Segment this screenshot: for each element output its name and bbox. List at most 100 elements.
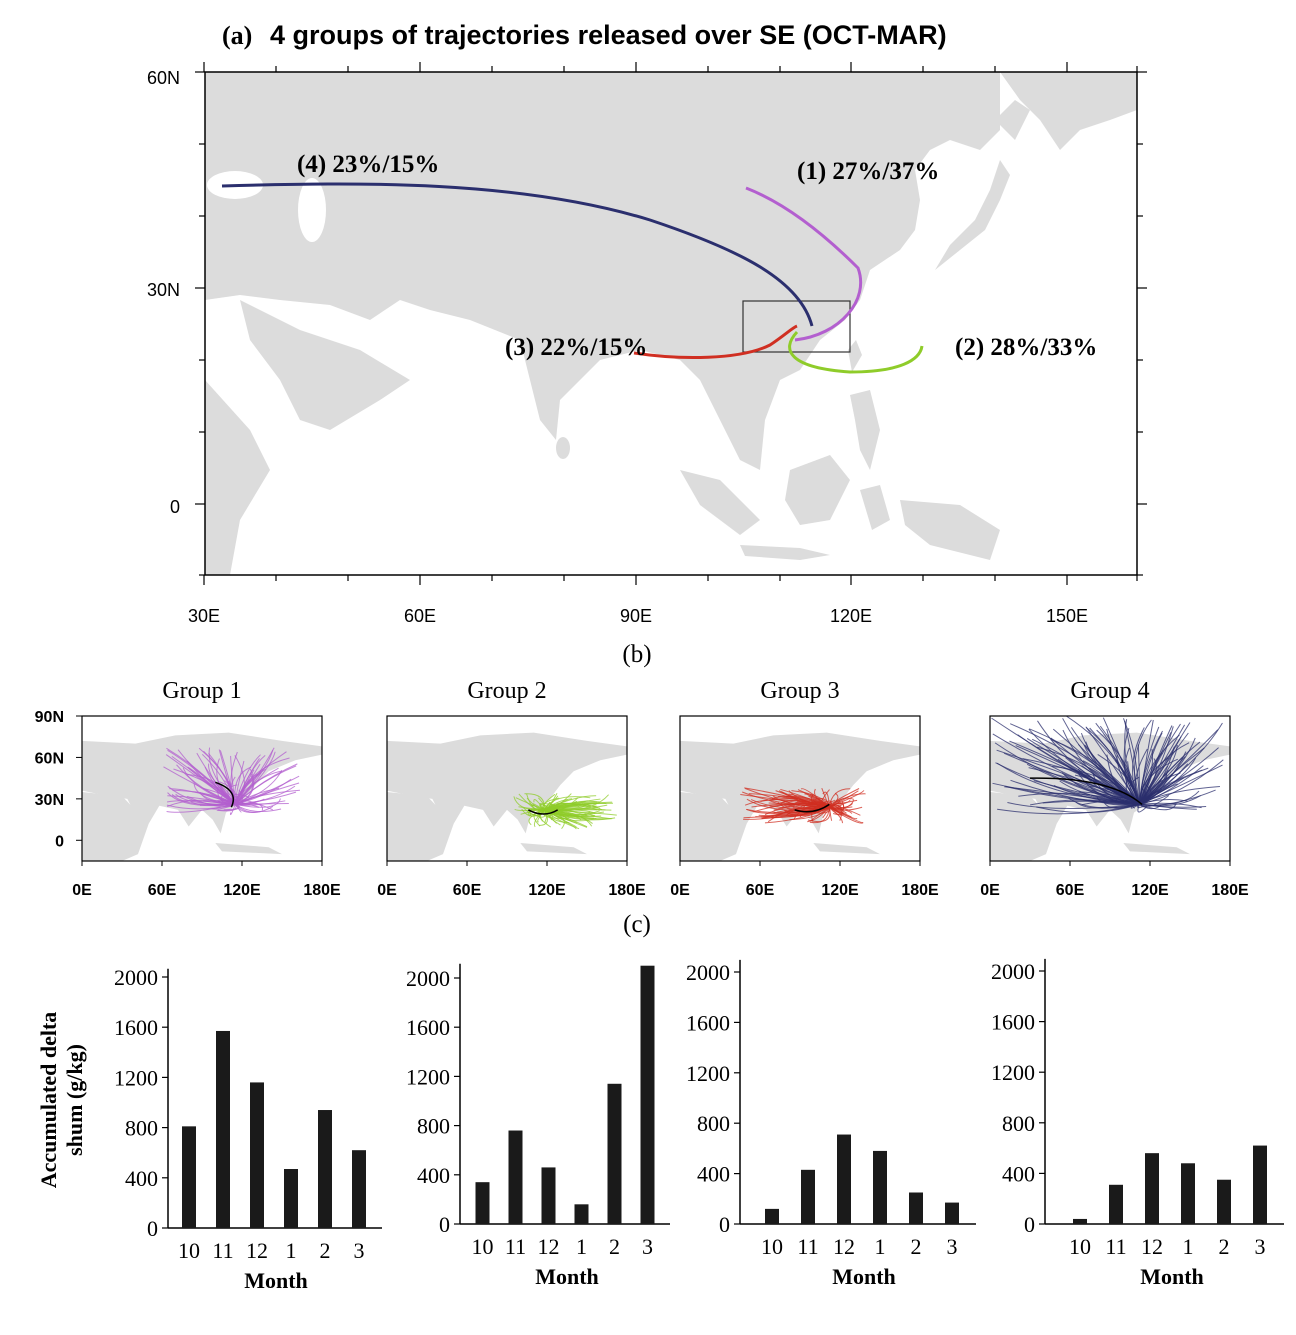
trajectory-group-3 <box>633 324 798 360</box>
bar-month-10 <box>765 1208 779 1224</box>
lon-tick-60e: 60E <box>404 606 436 626</box>
x-tick-label: 12 <box>246 1238 268 1263</box>
africa-shape <box>680 791 747 861</box>
x-tick-label: 2 <box>1219 1234 1230 1259</box>
trajectory-line <box>234 758 260 805</box>
trajectory-line <box>1139 790 1200 806</box>
panel-a-tick-labels: 60N 30N 0 30E 60E 90E 120E 150E <box>147 68 1088 626</box>
panel-a-title-text: 4 groups of trajectories released over S… <box>270 20 947 50</box>
bar-month-11 <box>508 1130 523 1224</box>
x-tick-label: 2 <box>609 1234 620 1259</box>
y-tick-label: 1200 <box>686 1061 730 1086</box>
trajectory-line <box>227 795 242 805</box>
trajectory-line <box>234 763 298 805</box>
trajectory-line <box>524 793 545 810</box>
bar-month-1 <box>574 1204 589 1224</box>
trajectory-line <box>513 796 545 811</box>
group-map-frame <box>386 715 628 862</box>
trajectory-line <box>1139 803 1177 811</box>
panel-c-ylabel-line2: shum (g/kg) <box>62 1044 87 1156</box>
group-1-label: (1) 27%/37% <box>797 158 939 185</box>
trajectory-line <box>744 799 830 808</box>
trajectory-line <box>544 809 600 816</box>
x-tick-label: 3 <box>1255 1234 1266 1259</box>
lon-tick-150e: 150E <box>1046 606 1088 626</box>
group-map-frame <box>81 715 323 862</box>
island-shape <box>520 843 587 855</box>
trajectory-line <box>1139 783 1178 805</box>
x-tick-label: 12 <box>833 1234 855 1259</box>
panel-a-label: (a) <box>222 21 252 50</box>
bar-month-10 <box>475 1182 490 1224</box>
panel-b-label: (b) <box>622 641 651 668</box>
trajectory-line <box>994 742 1140 805</box>
y-tick-label: 400 <box>1002 1161 1035 1186</box>
lon-tick-label: 0E <box>377 882 397 899</box>
x-tick-label: 10 <box>178 1238 200 1263</box>
trajectory-line <box>1138 742 1190 805</box>
trajectory-line <box>542 809 569 820</box>
mean-trajectory <box>527 809 559 815</box>
y-tick-label: 0 <box>1024 1212 1035 1237</box>
y-tick-label: 0 <box>719 1212 730 1237</box>
japan-land <box>935 160 1010 270</box>
x-tick-label: 1 <box>1183 1234 1194 1259</box>
y-tick-label: 1200 <box>406 1064 450 1089</box>
trajectory-line <box>182 767 236 805</box>
bar-month-12 <box>250 1082 264 1228</box>
lon-tick-label: 0E <box>980 882 1000 899</box>
africa-land <box>205 380 270 575</box>
trajectory-line <box>229 804 236 816</box>
lon-tick-label: 60E <box>746 882 775 899</box>
lon-tick-label: 120E <box>528 882 566 899</box>
x-tick-label: 1 <box>286 1238 297 1263</box>
trajectory-line <box>828 788 851 808</box>
x-tick-label: 1 <box>576 1234 587 1259</box>
x-tick-label: 11 <box>505 1234 526 1259</box>
y-tick-label: 2000 <box>114 965 158 990</box>
trajectory-line <box>208 763 236 805</box>
y-tick-label: 1600 <box>686 1010 730 1035</box>
group-map-frame <box>989 715 1231 862</box>
trajectory-line <box>1139 722 1223 805</box>
y-tick-label: 1200 <box>991 1060 1035 1085</box>
bar-month-11 <box>1109 1184 1123 1224</box>
x-tick-label: 11 <box>1105 1234 1126 1259</box>
bar-month-10 <box>1073 1218 1087 1224</box>
bar-month-2 <box>909 1192 923 1224</box>
x-axis-label: Month <box>832 1264 896 1289</box>
lon-tick-label: 180E <box>901 882 939 899</box>
trajectory-line <box>1138 795 1170 808</box>
bar-month-3 <box>945 1202 959 1224</box>
trajectory-line <box>1050 739 1140 805</box>
group-map-area <box>387 716 627 861</box>
trajectory-line <box>1003 752 1140 805</box>
panel-a-ticks <box>195 62 1147 585</box>
eurasia-land <box>205 72 1137 470</box>
lon-tick-label: 120E <box>821 882 859 899</box>
lon-tick-120e: 120E <box>830 606 872 626</box>
trajectory-line <box>1062 729 1140 805</box>
lon-tick-30e: 30E <box>188 606 220 626</box>
lon-tick-label: 180E <box>608 882 646 899</box>
panel-c-ylabel-line1: Accumulated delta <box>36 1012 61 1189</box>
trajectory-line <box>167 785 236 806</box>
trajectory-line <box>543 809 580 830</box>
trajectory-line <box>1066 716 1140 805</box>
group-map-title: Group 1 <box>162 678 241 704</box>
x-tick-label: 10 <box>1069 1234 1091 1259</box>
panel-b-maps: Group 1 0E 60E 120E 180E Group 2 0E 60E 120E 180E… <box>35 678 1249 899</box>
trajectory-line <box>992 782 1140 805</box>
y-tick-label: 0 <box>147 1216 158 1241</box>
island-shape <box>1123 843 1190 855</box>
y-tick-label: 400 <box>417 1163 450 1188</box>
trajectory-group-1 <box>745 186 863 342</box>
group-map-1: Group 1 0E 60E 120E 180E <box>72 678 341 899</box>
continent-shape <box>680 732 920 834</box>
trajectory-line <box>1138 732 1163 805</box>
group-map-title: Group 4 <box>1070 678 1149 704</box>
